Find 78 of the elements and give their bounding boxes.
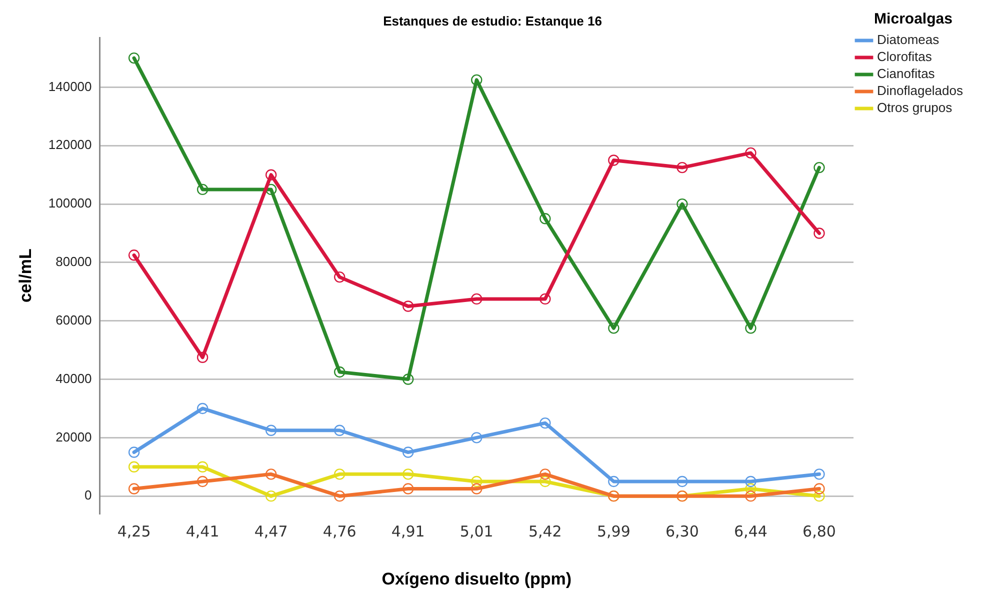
point [814, 490, 825, 502]
x-tick-label: 6,44 [734, 522, 768, 540]
x-tick-label: 4,91 [391, 522, 425, 540]
point [471, 476, 482, 488]
point [471, 483, 482, 494]
x-tick-label: 4,25 [117, 522, 151, 540]
point [402, 468, 414, 480]
legend-label: Clorofitas [876, 49, 932, 64]
point [334, 366, 346, 378]
y-tick-label: 140000 [48, 78, 92, 94]
point [540, 213, 551, 224]
legend-label: Otros grupos [876, 100, 953, 116]
point [128, 52, 140, 64]
point [745, 322, 756, 334]
point [814, 162, 825, 174]
point [814, 228, 825, 239]
point [334, 468, 346, 480]
point [265, 169, 277, 180]
y-axis-title: cel/mL [16, 248, 35, 303]
point [608, 322, 620, 334]
x-tick-label: 5,01 [460, 522, 494, 540]
point [676, 162, 688, 174]
point [471, 432, 482, 444]
y-tick-label: 20000 [56, 429, 92, 444]
point [471, 293, 482, 305]
y-tick-label: 40000 [56, 370, 92, 386]
point [608, 154, 620, 166]
point [540, 417, 551, 429]
legend-title: Microalgas [874, 10, 952, 28]
point [334, 271, 346, 283]
point [676, 198, 688, 210]
x-axis-title: Oxígeno disuelto (ppm) [382, 569, 572, 588]
y-tick-label: 120000 [48, 137, 92, 152]
point [814, 483, 825, 494]
point [196, 352, 208, 363]
point [608, 476, 620, 488]
legend-label: Diatomeas [876, 32, 940, 48]
point [540, 468, 551, 480]
x-tick-label: 4,47 [254, 522, 288, 540]
point [334, 490, 346, 502]
legend-label: Dinoflagelados [876, 83, 964, 98]
point [745, 147, 756, 159]
point [334, 424, 346, 436]
point [196, 476, 208, 488]
x-tick-label: 6,80 [802, 522, 836, 540]
point [540, 293, 551, 305]
point [196, 402, 208, 414]
point [265, 468, 277, 480]
point [676, 476, 688, 488]
x-tick-label: 5,99 [596, 522, 630, 540]
y-tick-label: 80000 [56, 254, 92, 270]
point [402, 446, 414, 458]
legend-label: Cianofitas [876, 66, 936, 82]
point [745, 483, 756, 494]
chart-title: Estanques de estudio: Estanque 16 [383, 13, 602, 28]
point [402, 300, 414, 312]
x-tick-label: 5,42 [528, 522, 562, 540]
x-tick-label: 4,41 [186, 522, 220, 540]
point [128, 446, 140, 458]
point [128, 461, 140, 472]
point [265, 424, 277, 436]
point [196, 184, 208, 196]
y-tick-label: 100000 [48, 196, 92, 211]
y-tick-label: 0 [84, 488, 92, 503]
y-tick-label: 60000 [56, 312, 92, 328]
x-tick-label: 6,30 [665, 522, 699, 540]
point [540, 476, 551, 488]
point [128, 483, 140, 494]
point [128, 250, 140, 261]
point [745, 490, 756, 502]
point [471, 74, 482, 86]
point [814, 468, 825, 480]
point [196, 461, 208, 472]
point [745, 476, 756, 488]
x-tick-label: 4,76 [322, 522, 356, 540]
point [402, 483, 414, 494]
point [402, 374, 414, 385]
point [265, 490, 277, 502]
